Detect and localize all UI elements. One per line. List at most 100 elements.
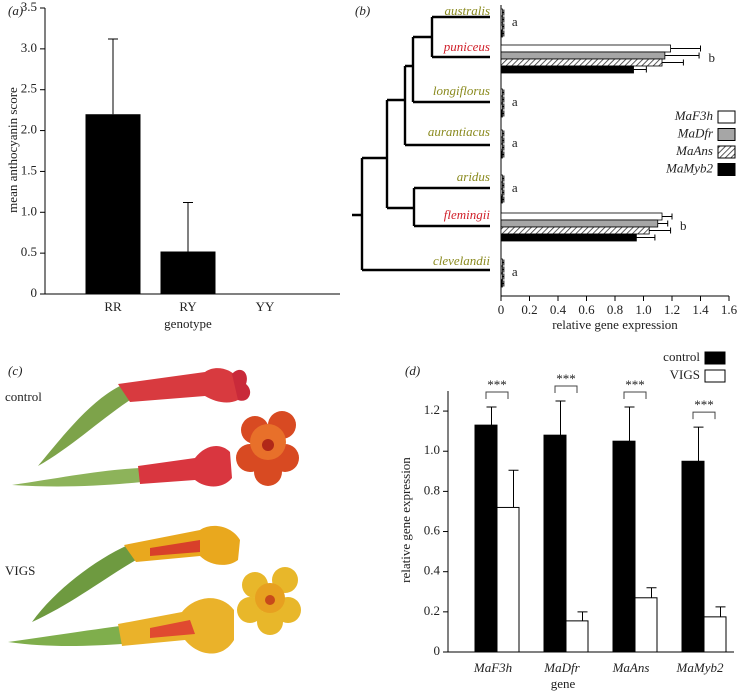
error-bar — [502, 266, 505, 273]
bar — [474, 424, 498, 653]
legend-swatch — [717, 110, 736, 124]
legend-label: MaF3h — [674, 108, 713, 123]
bar — [500, 219, 659, 228]
bar — [500, 226, 650, 235]
significance-bracket — [485, 391, 509, 400]
x-tick-label: MaAns — [612, 660, 650, 675]
error-bar — [502, 189, 505, 196]
photo-label: VIGS — [5, 563, 35, 578]
bar — [500, 272, 503, 281]
species-label: aridus — [457, 169, 490, 184]
bar — [500, 150, 503, 159]
x-tick-label: 1.2 — [664, 302, 680, 317]
error-bar — [633, 66, 647, 73]
y-tick-label: 2.0 — [21, 122, 37, 137]
error-bar — [502, 96, 505, 103]
significance-stars: *** — [694, 397, 714, 412]
x-tick-label: 0.2 — [521, 302, 537, 317]
species-label: australis — [444, 3, 490, 18]
significance-letter: a — [512, 180, 518, 195]
error-bar — [577, 611, 588, 621]
bar — [500, 181, 503, 190]
y-axis-label: relative gene expression — [398, 457, 413, 583]
significance-letter: b — [709, 50, 716, 65]
bar — [500, 109, 503, 118]
bar — [543, 434, 567, 653]
bar — [681, 460, 705, 653]
bar — [500, 58, 663, 67]
bar — [160, 251, 216, 294]
species-label: puniceus — [443, 39, 490, 54]
error-bar — [502, 137, 505, 144]
y-tick-label: 1.0 — [424, 442, 440, 457]
y-tick-label: 1.5 — [21, 162, 37, 177]
error-bar — [502, 280, 505, 287]
panel-label: (b) — [355, 3, 370, 18]
significance-bracket — [554, 385, 578, 394]
bar — [500, 258, 503, 267]
error-bar — [502, 16, 505, 23]
x-tick-label: RY — [179, 299, 197, 314]
bar — [500, 88, 503, 97]
bar — [612, 440, 636, 653]
error-bar — [693, 426, 704, 462]
significance-letter: a — [512, 135, 518, 150]
bar — [500, 22, 503, 31]
bar — [500, 44, 671, 53]
bar — [500, 29, 503, 38]
bar — [500, 195, 503, 204]
y-tick-label: 2.5 — [21, 81, 37, 96]
legend-label: control — [663, 349, 700, 364]
x-tick-label: 0.8 — [607, 302, 623, 317]
error-bar — [508, 469, 519, 508]
error-bar — [486, 406, 497, 426]
significance-stars: *** — [556, 371, 576, 386]
error-bar — [670, 45, 701, 52]
phylogeny-tree — [352, 15, 490, 272]
x-axis-label: gene — [551, 676, 576, 691]
error-bar — [183, 201, 193, 252]
x-tick-label: MaMyb2 — [676, 660, 724, 675]
error-bar — [649, 227, 672, 234]
bar — [565, 620, 589, 653]
error-bar — [715, 606, 726, 617]
bar — [500, 212, 663, 221]
bar — [500, 51, 666, 60]
error-bar — [502, 259, 505, 266]
bar — [703, 616, 727, 653]
y-tick-label: 0 — [31, 285, 38, 300]
bar — [500, 129, 503, 138]
bar — [500, 95, 503, 104]
error-bar — [664, 52, 700, 59]
x-tick-label: 1.6 — [721, 302, 738, 317]
legend-label: MaMyb2 — [665, 160, 713, 175]
y-tick-label: 1.0 — [21, 203, 37, 218]
error-bar — [108, 38, 118, 115]
error-bar — [662, 213, 673, 220]
significance-stars: *** — [487, 377, 507, 392]
error-bar — [657, 220, 669, 227]
error-bar — [502, 103, 505, 110]
significance-stars: *** — [625, 377, 645, 392]
significance-letter: a — [512, 14, 518, 29]
y-tick-label: 0.4 — [424, 563, 441, 578]
x-tick-label: 0.4 — [550, 302, 567, 317]
error-bar — [502, 175, 505, 182]
error-bar — [502, 89, 505, 96]
panel-label: (d) — [405, 363, 420, 378]
y-tick-label: 0.2 — [424, 603, 440, 618]
x-tick-label: YY — [256, 299, 275, 314]
x-tick-label: MaDfr — [543, 660, 580, 675]
flower-photos — [8, 368, 301, 654]
legend-swatch — [704, 351, 726, 365]
species-label: flemingii — [444, 207, 491, 222]
y-axis-label: mean anthocyanin score — [5, 87, 20, 213]
error-bar — [502, 110, 505, 117]
error-bar — [555, 400, 566, 436]
error-bar — [636, 234, 656, 241]
y-tick-label: 3.0 — [21, 40, 37, 55]
bar — [85, 114, 141, 294]
x-tick-label: 0 — [498, 302, 505, 317]
error-bar — [502, 196, 505, 203]
panel-label: (c) — [8, 363, 22, 378]
